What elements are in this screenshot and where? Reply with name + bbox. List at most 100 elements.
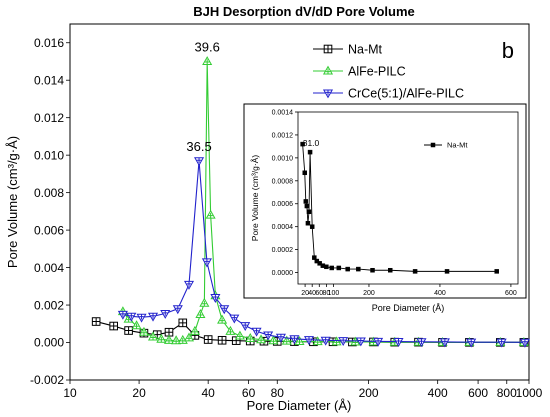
legend-entry: Na-Mt bbox=[447, 141, 468, 150]
y-tick-label: 0.0008 bbox=[272, 178, 294, 185]
data-point bbox=[205, 209, 216, 219]
main-series-layer bbox=[91, 56, 530, 348]
series-line-1 bbox=[122, 61, 524, 343]
inset-plot-frame bbox=[297, 111, 519, 285]
data-point bbox=[217, 335, 227, 345]
series-line-2 bbox=[122, 160, 525, 343]
peak-label: 31.0 bbox=[303, 138, 320, 148]
inset-series-layer bbox=[300, 141, 499, 274]
data-point bbox=[393, 338, 404, 347]
data-point bbox=[496, 338, 507, 348]
y-tick-label: 0.010 bbox=[34, 148, 64, 162]
data-point bbox=[91, 317, 101, 326]
y-tick-label: 0.0014 bbox=[272, 109, 294, 116]
y-tick-label: 0.008 bbox=[34, 186, 64, 200]
data-point bbox=[356, 266, 361, 272]
x-tick-label: 600 bbox=[468, 386, 488, 400]
y-tick-label: 0.0012 bbox=[272, 132, 294, 139]
x-tick-label: 20 bbox=[132, 386, 146, 400]
x-tick-label: 40 bbox=[201, 386, 215, 400]
data-point bbox=[303, 336, 315, 346]
data-point bbox=[494, 269, 499, 274]
data-point bbox=[124, 326, 133, 335]
data-point bbox=[519, 338, 530, 348]
main-legend: Na-Mt AlFe-PILC CrCe(5:1)/AlFe-PILC bbox=[313, 42, 464, 100]
data-point bbox=[172, 305, 183, 315]
data-point bbox=[147, 312, 159, 322]
data-point bbox=[234, 330, 245, 340]
x-tick-label: 80 bbox=[271, 386, 285, 400]
data-point bbox=[309, 224, 315, 229]
y-tick-label: 0.014 bbox=[34, 73, 64, 87]
data-point bbox=[160, 309, 171, 319]
data-point bbox=[300, 141, 305, 147]
data-point bbox=[194, 157, 205, 167]
data-point bbox=[183, 280, 195, 290]
data-point bbox=[370, 267, 375, 273]
x-tick-label: 200 bbox=[359, 386, 379, 400]
data-point bbox=[268, 335, 279, 345]
data-point bbox=[338, 337, 349, 347]
data-point bbox=[312, 255, 317, 260]
x-tick-label: 600 bbox=[505, 290, 517, 297]
data-point bbox=[294, 336, 305, 345]
data-point bbox=[307, 149, 313, 155]
data-point bbox=[320, 336, 331, 346]
data-point bbox=[314, 258, 320, 264]
data-point bbox=[109, 321, 118, 331]
legend-marker bbox=[323, 44, 333, 54]
data-point bbox=[303, 199, 309, 204]
data-point bbox=[163, 334, 175, 344]
data-point bbox=[245, 333, 256, 342]
y-tick-label: 0.0000 bbox=[272, 270, 294, 277]
data-point bbox=[183, 332, 195, 342]
panel-label: b bbox=[502, 38, 514, 63]
data-point bbox=[444, 269, 450, 274]
data-point bbox=[439, 338, 450, 348]
data-point bbox=[189, 325, 200, 335]
x-tick-label: 10 bbox=[63, 386, 77, 400]
legend-marker bbox=[430, 142, 436, 148]
data-point bbox=[317, 261, 322, 266]
y-tick-label: 0.006 bbox=[34, 223, 64, 237]
peak-label: 39.6 bbox=[195, 39, 220, 54]
data-point bbox=[329, 265, 334, 271]
data-point bbox=[304, 203, 310, 209]
data-point bbox=[256, 334, 267, 344]
data-point bbox=[225, 325, 236, 335]
data-point bbox=[302, 170, 307, 176]
x-tick-label: 200 bbox=[363, 290, 375, 297]
x-tick-label: 40 bbox=[308, 290, 316, 297]
data-point bbox=[251, 327, 262, 337]
data-point bbox=[263, 331, 274, 341]
data-point bbox=[219, 305, 230, 315]
chart-title: BJH Desorption dV/dD Pore Volume bbox=[193, 4, 415, 19]
data-point bbox=[229, 314, 240, 324]
legend-entry: Na-Mt bbox=[348, 42, 383, 56]
data-point bbox=[416, 338, 427, 348]
data-point bbox=[466, 338, 477, 348]
data-point bbox=[210, 294, 221, 303]
y-tick-label: 0.0004 bbox=[272, 224, 294, 231]
x-tick-label: 400 bbox=[428, 386, 448, 400]
data-point bbox=[336, 265, 342, 271]
data-point bbox=[324, 264, 329, 270]
x-tick-label: 400 bbox=[434, 290, 446, 297]
y-tick-label: 0.004 bbox=[34, 261, 64, 275]
main-y-axis-title: Pore Volume (cm³/g·Å) bbox=[5, 136, 20, 268]
data-point bbox=[345, 266, 350, 272]
data-point bbox=[178, 318, 188, 328]
data-point bbox=[331, 336, 342, 346]
data-point bbox=[289, 335, 300, 345]
data-point bbox=[373, 337, 384, 347]
data-point bbox=[156, 333, 167, 343]
main-annotations: 39.6 36.5 bbox=[186, 39, 219, 153]
data-point bbox=[138, 326, 149, 336]
peak-label: 36.5 bbox=[186, 139, 211, 154]
data-point bbox=[412, 269, 418, 274]
data-point bbox=[275, 333, 286, 343]
data-point bbox=[131, 320, 142, 330]
data-point bbox=[281, 335, 292, 345]
